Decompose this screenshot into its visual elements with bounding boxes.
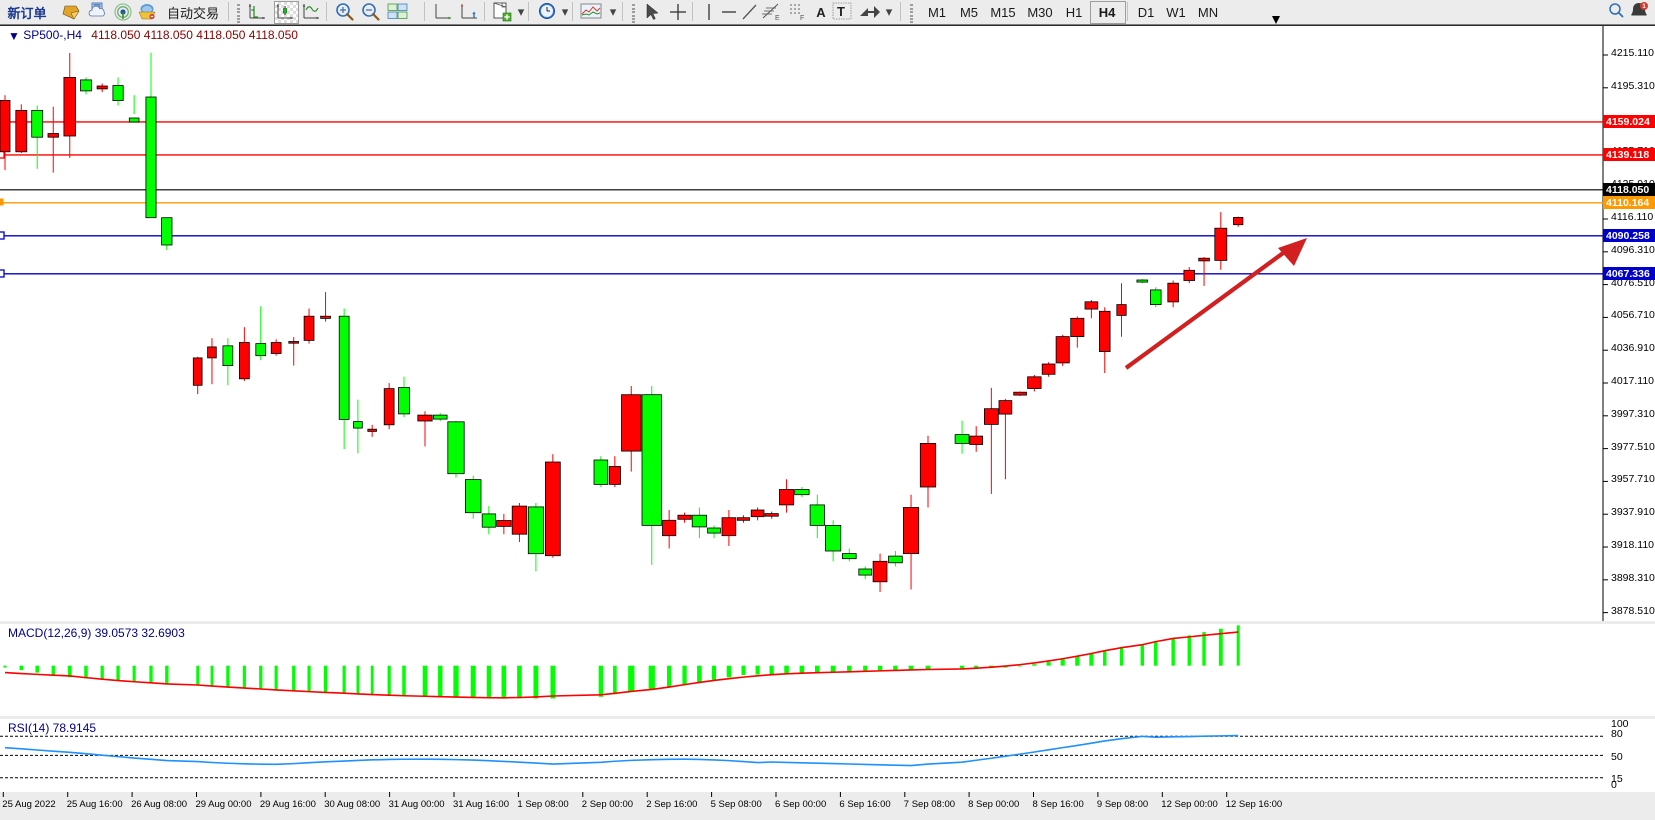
svg-text:12 Sep 16:00: 12 Sep 16:00	[1226, 799, 1283, 810]
svg-text:29 Aug 00:00: 29 Aug 00:00	[196, 799, 252, 810]
svg-text:31 Aug 00:00: 31 Aug 00:00	[389, 799, 445, 810]
svg-text:25 Aug 16:00: 25 Aug 16:00	[67, 799, 123, 810]
svg-text:2 Sep 16:00: 2 Sep 16:00	[646, 799, 697, 810]
svg-text:7 Sep 08:00: 7 Sep 08:00	[904, 799, 955, 810]
svg-text:25 Aug 2022: 25 Aug 2022	[2, 799, 55, 810]
svg-text:26 Aug 08:00: 26 Aug 08:00	[131, 799, 187, 810]
svg-text:9 Sep 08:00: 9 Sep 08:00	[1097, 799, 1148, 810]
svg-text:4067.336: 4067.336	[1606, 268, 1650, 280]
svg-text:8 Sep 00:00: 8 Sep 00:00	[968, 799, 1019, 810]
svg-text:30 Aug 08:00: 30 Aug 08:00	[324, 799, 380, 810]
svg-text:29 Aug 16:00: 29 Aug 16:00	[260, 799, 316, 810]
svg-text:2 Sep 00:00: 2 Sep 00:00	[582, 799, 633, 810]
svg-text:31 Aug 16:00: 31 Aug 16:00	[453, 799, 509, 810]
svg-text:4159.024: 4159.024	[1606, 116, 1650, 128]
svg-text:1 Sep 08:00: 1 Sep 08:00	[517, 799, 568, 810]
svg-text:6 Sep 00:00: 6 Sep 00:00	[775, 799, 826, 810]
svg-text:4139.118: 4139.118	[1606, 149, 1649, 161]
svg-text:4118.050: 4118.050	[1606, 184, 1649, 196]
svg-text:8 Sep 16:00: 8 Sep 16:00	[1033, 799, 1084, 810]
svg-text:4090.258: 4090.258	[1606, 230, 1650, 242]
svg-text:4110.164: 4110.164	[1606, 197, 1649, 209]
svg-text:12 Sep 00:00: 12 Sep 00:00	[1161, 799, 1218, 810]
svg-text:5 Sep 08:00: 5 Sep 08:00	[711, 799, 762, 810]
svg-text:6 Sep 16:00: 6 Sep 16:00	[839, 799, 890, 810]
